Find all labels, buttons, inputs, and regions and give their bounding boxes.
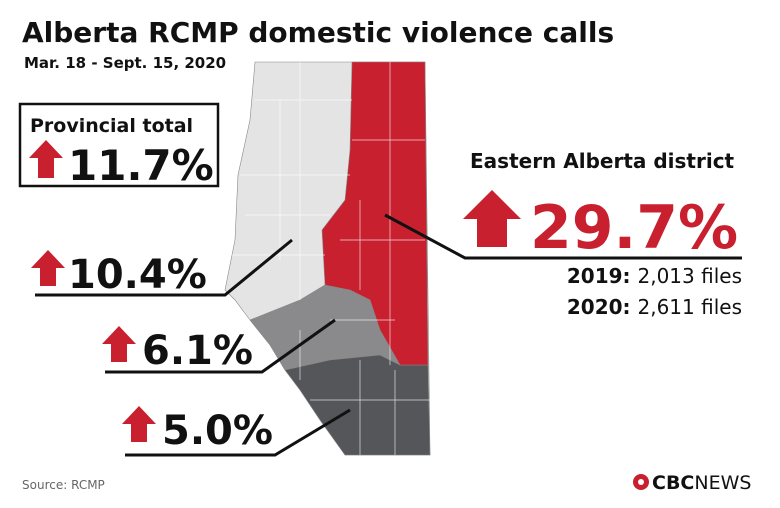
files-year: 2019: [567,264,631,288]
logo-light: NEWS [694,472,751,494]
leader-line [105,318,336,374]
source: Source: RCMP [22,478,105,492]
leader-line [125,408,351,457]
up-arrow [102,326,136,362]
files-count: 2,013 files [638,264,743,288]
files-year: 2020: [567,295,631,319]
alberta-map [224,61,431,456]
district-change: 5.0% [162,408,273,454]
southern-district [284,354,431,456]
up-arrow [463,190,521,247]
logo-bold: CBC [652,472,694,494]
up-arrow [31,250,65,286]
provincial-change: 11.7% [68,141,214,190]
files-line: 2019: 2,013 files [567,264,742,288]
leader-line [35,238,293,297]
title: Alberta RCMP domestic violence calls [22,16,614,49]
up-arrow [122,406,156,442]
district-change: 6.1% [142,328,253,374]
eastern-change: 29.7% [530,193,738,263]
files-line: 2020: 2,611 files [567,295,742,319]
files-count: 2,611 files [638,295,743,319]
eastern-district [321,61,429,366]
cbc-logo-icon [633,474,649,490]
subtitle: Mar. 18 - Sept. 15, 2020 [24,54,226,72]
provincial-label: Provincial total [30,115,193,137]
leader-line [384,213,742,260]
eastern-label: Eastern Alberta district [470,149,735,173]
district-change: 10.4% [68,252,207,298]
up-arrow [29,140,63,178]
district-borders [232,62,430,455]
logo: CBCNEWS [652,472,751,494]
